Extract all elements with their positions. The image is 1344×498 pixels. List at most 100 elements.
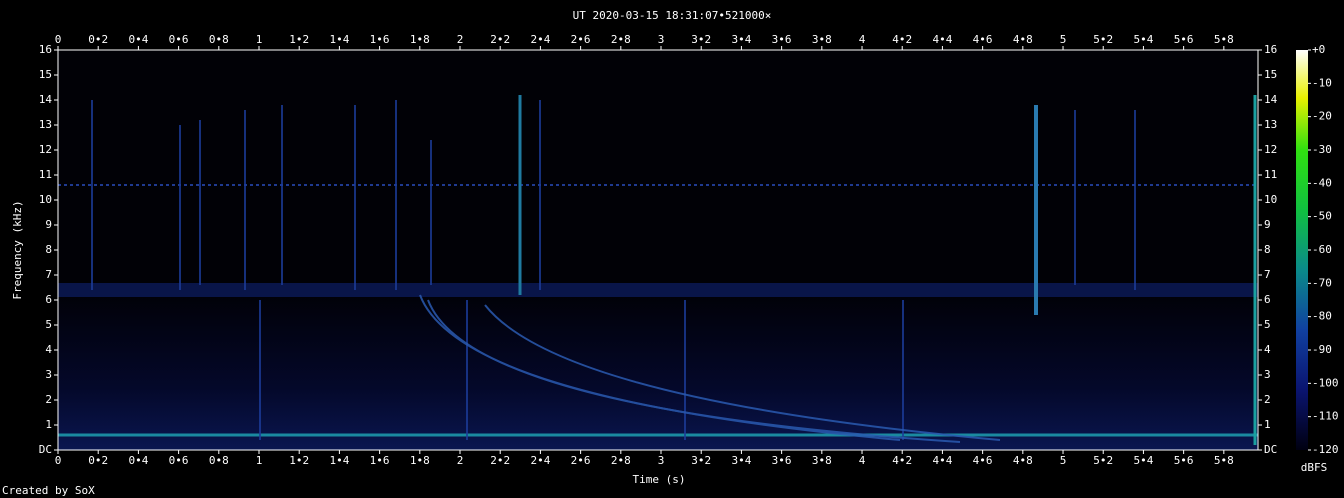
x-tick-label: 0•8 (209, 33, 229, 46)
y-tick-label: 9 (1264, 218, 1271, 231)
y-tick-label: 13 (1264, 118, 1277, 131)
x-tick-label: 0•4 (128, 454, 148, 467)
x-tick-label: 4•2 (892, 33, 912, 46)
x-tick-label: 3•6 (772, 33, 792, 46)
x-tick-label: 1•8 (410, 454, 430, 467)
x-tick-label: 2 (457, 33, 464, 46)
footer: Created by SoX (2, 484, 95, 497)
x-tick-label: 0•6 (169, 454, 189, 467)
x-tick-label: 4•4 (932, 454, 952, 467)
y-tick-label: 3 (1264, 368, 1271, 381)
colorbar-label: dBFS (1301, 461, 1328, 474)
y-tick-label: 14 (1264, 93, 1278, 106)
x-tick-label: 2•4 (530, 33, 550, 46)
colorbar-tick-label: -10 (1312, 76, 1332, 89)
y-tick-label: 8 (45, 243, 52, 256)
y-tick-label: 4 (1264, 343, 1271, 356)
x-tick-label: 2•4 (530, 454, 550, 467)
x-tick-label: 2•6 (571, 33, 591, 46)
colorbar-tick-label: +0 (1312, 43, 1325, 56)
colorbar-tick-label: -70 (1312, 276, 1332, 289)
y-tick-label: 6 (1264, 293, 1271, 306)
x-tick-label: 2 (457, 454, 464, 467)
x-tick-label: 3•2 (691, 454, 711, 467)
x-tick-label: 1•8 (410, 33, 430, 46)
x-tick-label: 1 (256, 454, 263, 467)
y-tick-label: 15 (39, 68, 52, 81)
y-tick-label: 2 (1264, 393, 1271, 406)
y-tick-label: 5 (1264, 318, 1271, 331)
x-tick-label: 2•2 (490, 454, 510, 467)
x-tick-label: 0•2 (88, 33, 108, 46)
y-tick-label: 12 (39, 143, 52, 156)
spectrogram-image (58, 50, 1258, 450)
y-tick-label: 1 (1264, 418, 1271, 431)
y-tick-label: 16 (39, 43, 52, 56)
colorbar-tick-label: -30 (1312, 143, 1332, 156)
y-tick-label: 7 (45, 268, 52, 281)
x-tick-label: 0•2 (88, 454, 108, 467)
colorbar-tick-label: -60 (1312, 243, 1332, 256)
y-tick-label: 5 (45, 318, 52, 331)
x-tick-label: 2•2 (490, 33, 510, 46)
y-tick-label: 12 (1264, 143, 1277, 156)
y-tick-label: 14 (39, 93, 53, 106)
x-tick-label: 3•4 (731, 33, 751, 46)
colorbar-tick-label: -120 (1312, 443, 1339, 456)
y-tick-label: 11 (1264, 168, 1277, 181)
x-tick-label: 5•4 (1133, 33, 1153, 46)
x-tick-label: 0•8 (209, 454, 229, 467)
x-tick-label: 5 (1060, 33, 1067, 46)
y-tick-label: 7 (1264, 268, 1271, 281)
x-tick-label: 1•2 (289, 33, 309, 46)
y-tick-label: 9 (45, 218, 52, 231)
x-tick-label: 3 (658, 33, 665, 46)
x-tick-label: 0 (55, 454, 62, 467)
colorbar-tick-label: -50 (1312, 210, 1332, 223)
x-tick-label: 1•4 (329, 454, 349, 467)
y-tick-label: 2 (45, 393, 52, 406)
x-tick-label: 4 (859, 33, 866, 46)
x-tick-label: 4•8 (1013, 454, 1033, 467)
y-tick-label: DC (1264, 443, 1277, 456)
x-tick-label: 4•4 (932, 33, 952, 46)
y-tick-label: 1 (45, 418, 52, 431)
x-tick-label: 3•6 (772, 454, 792, 467)
colorbar-tick-label: -90 (1312, 343, 1332, 356)
x-tick-label: 5•2 (1093, 33, 1113, 46)
y-tick-label: 16 (1264, 43, 1277, 56)
x-tick-label: 0•4 (128, 33, 148, 46)
x-tick-label: 4•6 (973, 454, 993, 467)
y-tick-label: 3 (45, 368, 52, 381)
colorbar (1296, 50, 1308, 450)
chart-title: UT 2020-03-15 18:31:07•521000× (573, 9, 772, 22)
y-tick-label: 4 (45, 343, 52, 356)
x-tick-label: 4•8 (1013, 33, 1033, 46)
x-tick-label: 3•8 (812, 33, 832, 46)
x-tick-label: 1•2 (289, 454, 309, 467)
x-tick-label: 0•6 (169, 33, 189, 46)
x-tick-label: 4•2 (892, 454, 912, 467)
x-tick-label: 1•6 (370, 33, 390, 46)
x-tick-label: 2•6 (571, 454, 591, 467)
y-tick-label: DC (39, 443, 52, 456)
x-tick-label: 5 (1060, 454, 1067, 467)
y-axis-label: Frequency (kHz) (11, 200, 24, 299)
y-tick-label: 8 (1264, 243, 1271, 256)
x-tick-label: 3•4 (731, 454, 751, 467)
colorbar-tick-label: -100 (1312, 376, 1339, 389)
x-tick-label: 3 (658, 454, 665, 467)
colorbar-tick-label: -80 (1312, 310, 1332, 323)
x-tick-label: 4 (859, 454, 866, 467)
x-tick-label: 5•8 (1214, 33, 1234, 46)
x-tick-label: 2•8 (611, 454, 631, 467)
colorbar-tick-label: -20 (1312, 110, 1332, 123)
x-tick-label: 1•4 (329, 33, 349, 46)
y-tick-label: 13 (39, 118, 52, 131)
x-tick-label: 5•8 (1214, 454, 1234, 467)
y-tick-label: 11 (39, 168, 52, 181)
x-tick-label: 3•2 (691, 33, 711, 46)
y-tick-label: 6 (45, 293, 52, 306)
x-tick-label: 5•6 (1174, 33, 1194, 46)
